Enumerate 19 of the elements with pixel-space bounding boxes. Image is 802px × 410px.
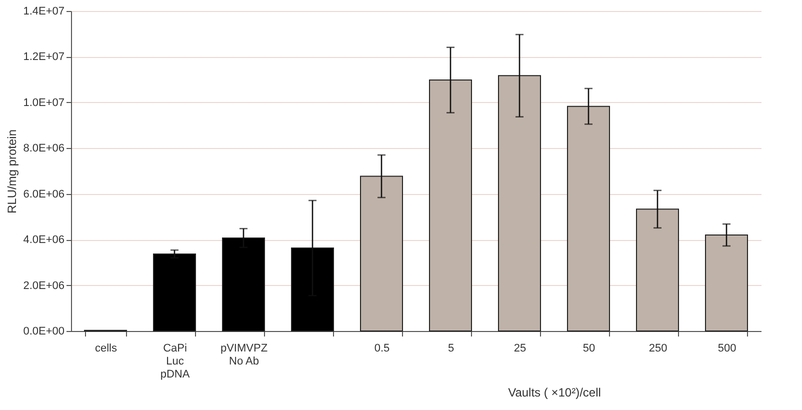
y-axis-title: RLU/mg protein <box>5 129 20 214</box>
x-tick-label: CaPi Luc pDNA <box>160 342 190 380</box>
y-tick-label: 4.0E+06 <box>23 234 64 246</box>
y-tick-label: 1.0E+07 <box>23 96 64 109</box>
x-tick-label: 25 <box>514 342 526 354</box>
y-tick-label: 6.0E+06 <box>23 188 64 200</box>
x-tick-label: 250 <box>648 342 668 354</box>
x-tick-label: 50 <box>582 342 596 354</box>
y-tick-label: 8.0E+06 <box>23 142 64 155</box>
x-tick-label: pVIMVPZ No Ab <box>220 342 268 368</box>
x-tick-label: 5 <box>448 342 454 354</box>
x-tick-label: 500 <box>718 342 736 354</box>
x-axis-title: Vaults ( ×10²)/cell <box>508 386 601 400</box>
x-tick-label: cells <box>94 342 118 354</box>
y-tick-label: 1.4E+07 <box>23 6 64 18</box>
y-tick-label: 2.0E+06 <box>23 280 64 292</box>
y-tick-label: 1.2E+07 <box>23 51 64 64</box>
x-tick-label: 0.5 <box>374 342 390 354</box>
y-tick-label: 0.0E+00 <box>23 326 64 338</box>
